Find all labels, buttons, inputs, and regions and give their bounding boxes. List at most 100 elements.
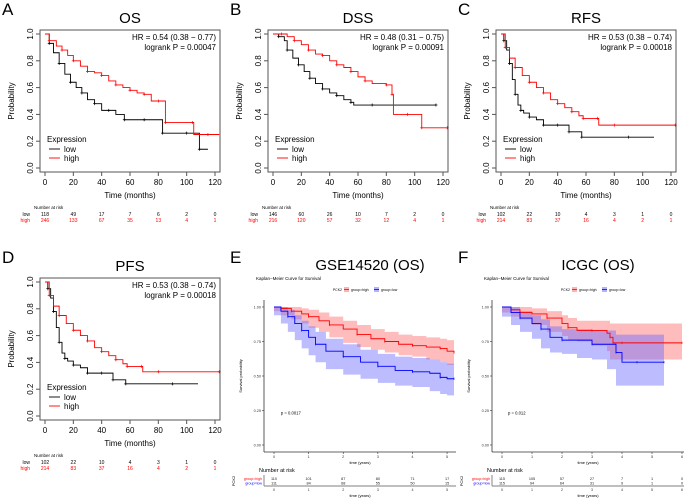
censor-mark bbox=[69, 80, 72, 84]
legend-label-low: low bbox=[292, 145, 304, 154]
x-axis-label: Time (months) bbox=[560, 191, 612, 200]
legend-label-low: low bbox=[64, 393, 76, 402]
censor-mark bbox=[57, 61, 61, 65]
risk-value: 64 bbox=[560, 482, 564, 486]
censor-mark bbox=[335, 63, 339, 67]
y-tick-label: 0.25 bbox=[482, 409, 489, 413]
censor-mark bbox=[627, 135, 630, 139]
censor-mark bbox=[308, 76, 312, 80]
y-axis-label: Probability bbox=[7, 330, 16, 367]
risk-value: 4 bbox=[585, 212, 588, 218]
risk-value: 13 bbox=[156, 218, 162, 224]
censor-mark bbox=[139, 364, 143, 368]
risk-value: 71 bbox=[410, 477, 414, 481]
censor-mark bbox=[47, 293, 51, 297]
censor-mark bbox=[580, 135, 584, 139]
logrank-p-text: logrank P = 0.00047 bbox=[144, 43, 216, 52]
risk-value: 101 bbox=[305, 477, 311, 481]
survival-curve-high bbox=[45, 281, 220, 373]
risk-value: 68 bbox=[341, 482, 345, 486]
censor-mark bbox=[128, 88, 132, 92]
x-tick-label: 80 bbox=[610, 178, 619, 187]
censor-mark bbox=[80, 91, 84, 95]
y-tick-label: 0.4 bbox=[26, 108, 35, 120]
censor-mark bbox=[125, 364, 129, 368]
censor-mark bbox=[335, 94, 339, 98]
y-tick-label: 0.0 bbox=[26, 410, 35, 422]
censor-mark bbox=[349, 70, 353, 74]
x-tick-label: 20 bbox=[69, 178, 78, 187]
x-axis-label: Time (months) bbox=[104, 439, 156, 448]
x-tick-label: 4 bbox=[621, 455, 623, 459]
censor-mark bbox=[390, 92, 394, 96]
x-tick-label: 60 bbox=[354, 178, 363, 187]
censor-mark bbox=[57, 340, 61, 344]
censor-mark bbox=[285, 48, 289, 52]
censor-mark bbox=[363, 79, 367, 83]
risk-value: 105 bbox=[529, 477, 535, 481]
x-tick-label: 100 bbox=[180, 426, 194, 435]
risk-value: 10 bbox=[355, 212, 361, 218]
risk-value: 80 bbox=[376, 477, 380, 481]
risk-value: 1 bbox=[641, 212, 644, 218]
legend-label-group=high: group=high bbox=[351, 288, 369, 292]
x-tick-label: 120 bbox=[436, 178, 450, 187]
risk-value: 0 bbox=[681, 477, 683, 481]
y-tick-label: 1.0 bbox=[26, 276, 35, 288]
risk-value: 0 bbox=[442, 212, 445, 218]
risk-x-tick-label: 0 bbox=[273, 488, 275, 492]
x-tick-label: 60 bbox=[582, 178, 591, 187]
y-tick-label: 0.25 bbox=[254, 409, 261, 413]
p-value-text: p = 0.0017 bbox=[281, 411, 302, 416]
panel-c: C RFS 0.0 0.2 0.4 0.6 0.8 1.0 0 20 40 60 80 100 120 Ti… bbox=[456, 0, 685, 240]
km-plot-os: OS0.00.20.40.60.81.00 20 40 60 80 100 120Time … bbox=[7, 10, 222, 224]
risk-row-label: low bbox=[22, 212, 30, 218]
x-tick-label: 0 bbox=[501, 455, 503, 459]
risk-value: 214 bbox=[41, 466, 50, 472]
risk-x-tick-label: 0 bbox=[501, 488, 503, 492]
x-tick-label: 40 bbox=[97, 426, 106, 435]
censor-mark bbox=[513, 66, 517, 69]
risk-value: 15 bbox=[445, 482, 449, 486]
legend-label-group=low: group=low bbox=[381, 288, 398, 292]
censor-mark bbox=[86, 70, 89, 74]
panel-letter: A bbox=[2, 0, 14, 19]
censor-mark bbox=[190, 120, 194, 124]
survival-curve-high bbox=[273, 33, 448, 129]
censor-mark bbox=[122, 118, 126, 122]
risk-row-label: group=high bbox=[244, 477, 262, 481]
panel-letter: E bbox=[230, 248, 242, 267]
risk-value: 32 bbox=[355, 218, 361, 224]
censor-mark bbox=[206, 133, 210, 136]
risk-table-header: Number at risk bbox=[262, 205, 292, 210]
y-tick-label: 0.2 bbox=[482, 135, 491, 147]
censor-mark bbox=[595, 116, 599, 120]
y-tick-label: 0.50 bbox=[254, 375, 261, 379]
censor-mark bbox=[86, 339, 89, 343]
y-tick-label: 1.0 bbox=[26, 28, 35, 40]
risk-value: 22 bbox=[71, 460, 77, 466]
y-tick-label: 0.2 bbox=[26, 135, 35, 147]
y-tick-label: 1.00 bbox=[482, 306, 489, 310]
risk-value: 0 bbox=[214, 460, 217, 466]
panel-letter: F bbox=[458, 248, 469, 267]
censor-mark bbox=[513, 92, 517, 96]
censor-mark bbox=[107, 108, 111, 112]
risk-value: 6 bbox=[157, 212, 160, 218]
chart-title: RFS bbox=[571, 10, 601, 27]
y-tick-label: 1.00 bbox=[254, 306, 261, 310]
censor-mark bbox=[71, 328, 75, 332]
risk-value: 4 bbox=[413, 218, 416, 224]
x-tick-label: 80 bbox=[154, 178, 163, 187]
censor-mark bbox=[217, 370, 221, 374]
censor-mark bbox=[100, 74, 104, 78]
risk-value: 0 bbox=[670, 212, 673, 218]
logrank-p-text: logrank P = 0.00091 bbox=[372, 43, 444, 52]
censor-mark bbox=[673, 123, 677, 127]
censor-mark bbox=[100, 350, 104, 354]
risk-value: 83 bbox=[71, 466, 77, 472]
risk-row-label: high bbox=[21, 218, 31, 224]
panel-letter: B bbox=[230, 0, 242, 19]
risk-value: 1 bbox=[442, 218, 445, 224]
